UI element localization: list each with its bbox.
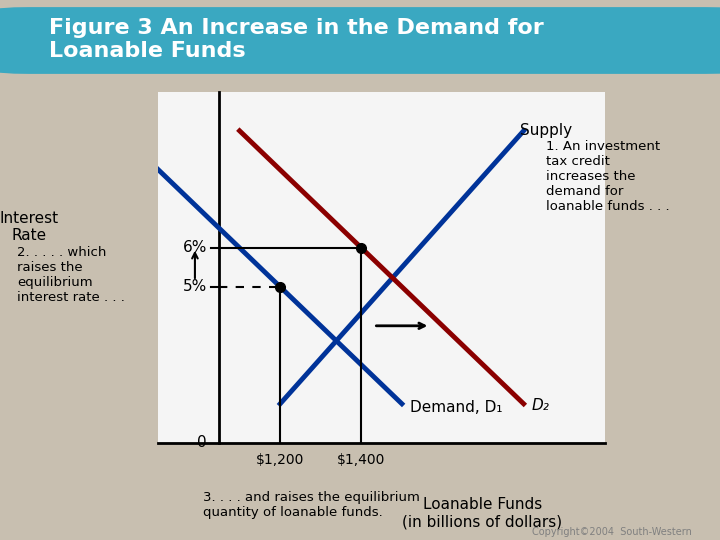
Text: Interest
Rate: Interest Rate [0, 211, 58, 243]
Text: Supply: Supply [520, 123, 572, 138]
Text: $1,200: $1,200 [256, 453, 305, 467]
Text: Demand, D₁: Demand, D₁ [410, 400, 503, 415]
Text: 3. . . . and raises the equilibrium
quantity of loanable funds.: 3. . . . and raises the equilibrium quan… [204, 491, 420, 519]
Text: D₂: D₂ [532, 398, 549, 413]
Text: Figure 3 An Increase in the Demand for
Loanable Funds: Figure 3 An Increase in the Demand for L… [49, 18, 544, 61]
Text: 1. An investment
tax credit
increases the
demand for
loanable funds . . .: 1. An investment tax credit increases th… [546, 139, 670, 213]
FancyBboxPatch shape [0, 8, 720, 73]
Text: 0: 0 [197, 435, 207, 450]
Text: Loanable Funds
(in billions of dollars): Loanable Funds (in billions of dollars) [402, 497, 562, 529]
Text: $1,400: $1,400 [337, 453, 385, 467]
Text: 2. . . . . which
raises the
equilibrium
interest rate . . .: 2. . . . . which raises the equilibrium … [17, 246, 125, 305]
Text: Copyright©2004  South-Western: Copyright©2004 South-Western [532, 527, 692, 537]
Text: 6%: 6% [183, 240, 207, 255]
Text: 5%: 5% [183, 279, 207, 294]
